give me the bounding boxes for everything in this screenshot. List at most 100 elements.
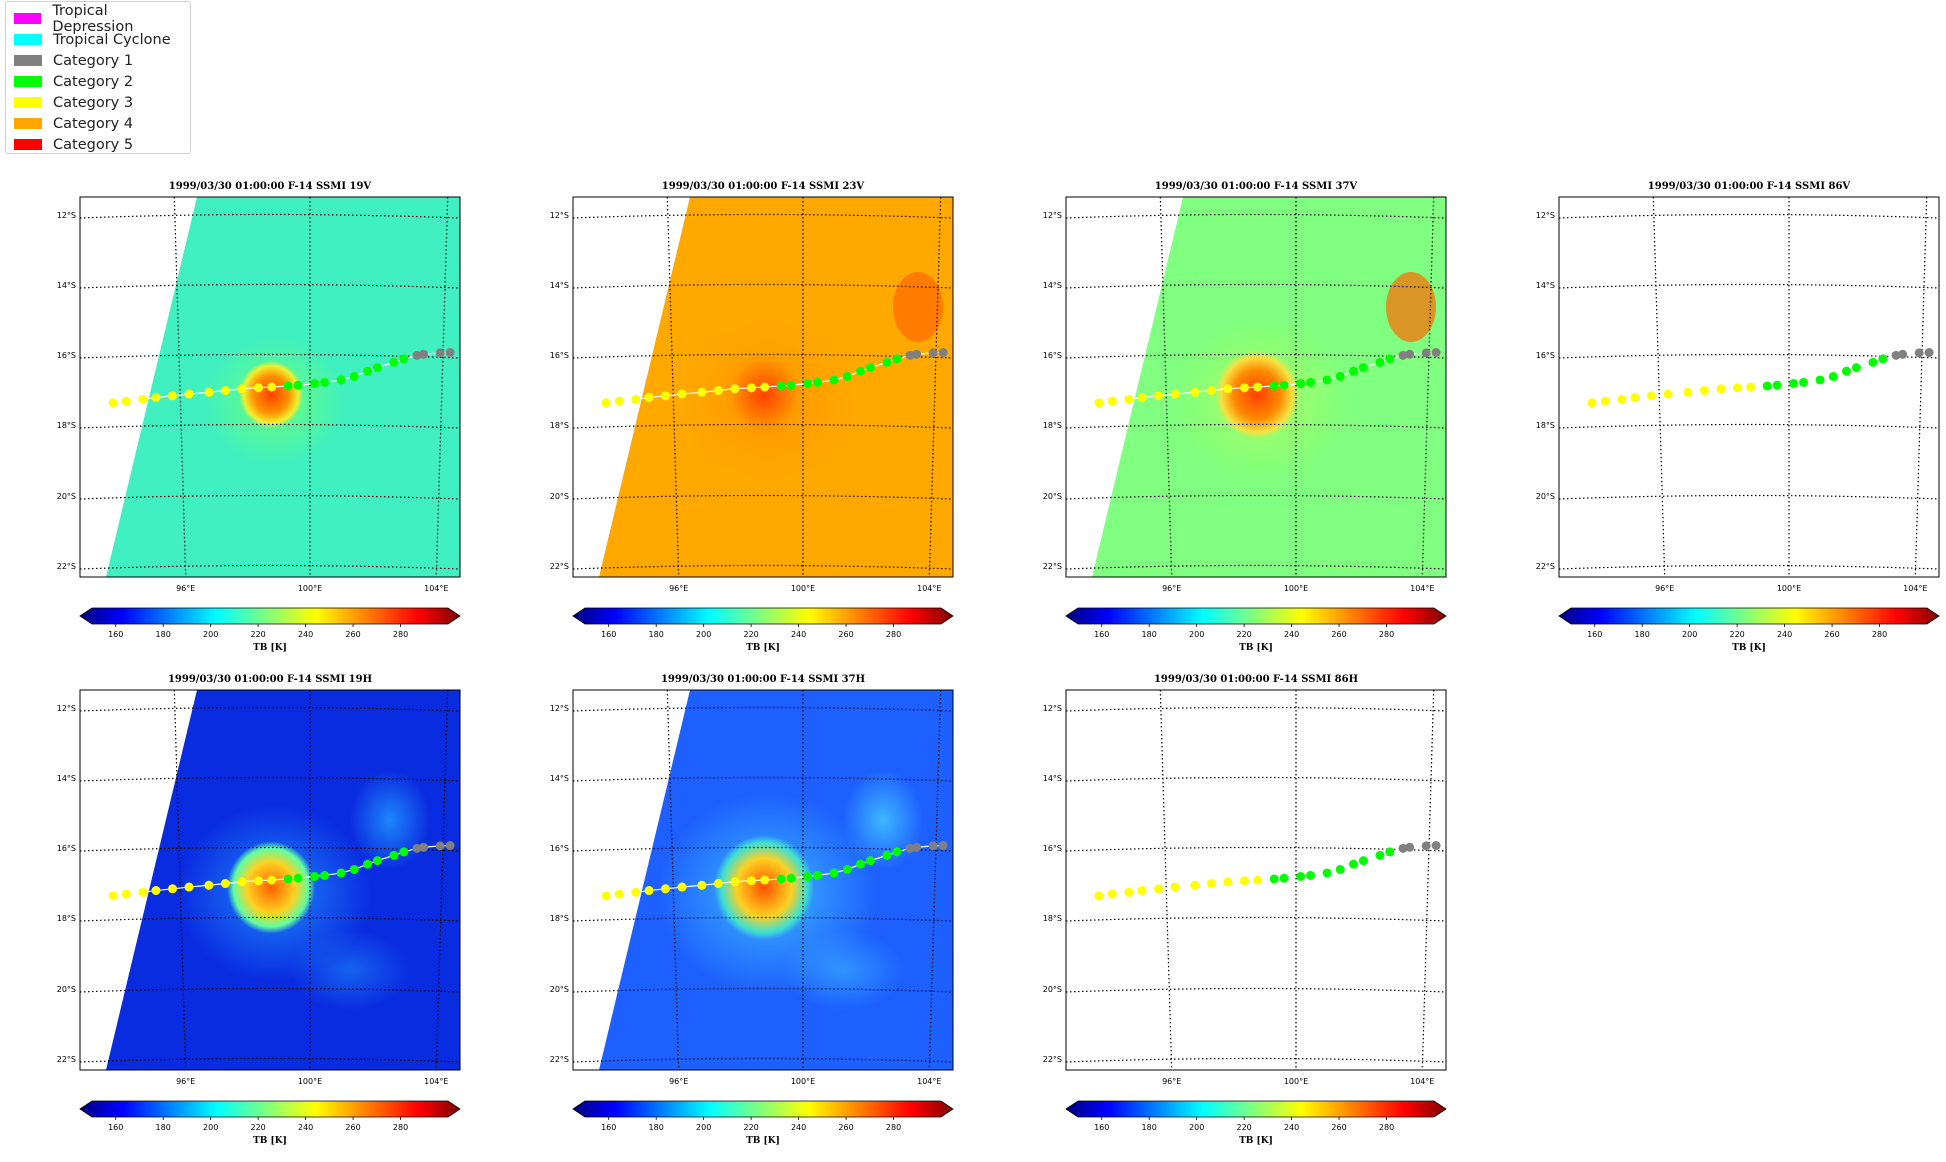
legend-label: Tropical Depression <box>52 2 134 35</box>
latitude-line <box>573 846 953 852</box>
latitude-line <box>573 564 953 570</box>
track-point <box>389 850 399 860</box>
rain-band <box>290 930 410 1010</box>
lat-tick-label: 16°S <box>1043 351 1062 360</box>
track-point <box>349 864 359 874</box>
track-point <box>1154 884 1164 894</box>
latitude-line <box>1066 283 1446 289</box>
rain-band <box>783 930 903 1010</box>
storm-core <box>239 360 304 429</box>
longitude-line <box>928 197 942 577</box>
legend-swatch <box>14 139 42 150</box>
colorbar-label: TB [K] <box>746 1136 780 1146</box>
longitude-line <box>173 690 187 1070</box>
lon-tick-label: 96°E <box>1162 1077 1181 1086</box>
track-point <box>1239 383 1249 393</box>
track-point <box>1799 377 1809 387</box>
track-point <box>121 889 131 899</box>
lat-tick-label: 20°S <box>550 492 569 501</box>
legend-label: Category 4 <box>53 115 134 132</box>
track-point <box>220 386 230 396</box>
colorbar-tick-label: 280 <box>1379 1123 1394 1132</box>
latitude-line <box>573 776 953 782</box>
lat-tick-label: 22°S <box>1536 562 1555 571</box>
colorbar-bar <box>572 607 954 625</box>
track-point <box>389 357 399 367</box>
map-frame <box>1065 689 1447 1071</box>
panel-title: 1999/03/30 01:00:00 F-14 SSMI 19V <box>169 181 372 192</box>
track-point <box>1190 387 1200 397</box>
lat-tick-label: 22°S <box>57 1055 76 1064</box>
colorbar-label: TB [K] <box>1239 643 1273 653</box>
track-point <box>1587 398 1597 408</box>
lat-tick-label: 14°S <box>1536 281 1555 290</box>
lat-tick-label: 18°S <box>1536 421 1555 430</box>
track-point <box>1398 843 1408 853</box>
track-point <box>184 389 194 399</box>
latitude-line <box>1066 353 1446 359</box>
colorbar-tick-label: 260 <box>838 630 853 639</box>
map-frame <box>1558 196 1940 578</box>
track-point <box>1253 382 1263 392</box>
track-point <box>1170 389 1180 399</box>
legend-item: Category 2 <box>14 71 190 92</box>
track-point <box>677 882 687 892</box>
latitude-line <box>573 987 953 993</box>
track-point <box>1851 363 1861 373</box>
track-point <box>1223 384 1233 394</box>
track-point <box>1322 375 1332 385</box>
colorbar: 160 180 200 220 240 260 280 TB [K] <box>79 607 461 653</box>
track-point <box>293 380 303 390</box>
longitude-line <box>173 197 187 577</box>
colorbar-tick-label: 160 <box>601 630 616 639</box>
colorbar: 160 180 200 220 240 260 280 TB [K] <box>79 1100 461 1146</box>
track-point <box>1348 859 1358 869</box>
track-point <box>1431 348 1441 358</box>
lat-tick-label: 18°S <box>1043 914 1062 923</box>
track-point <box>1732 383 1742 393</box>
longitude-line <box>666 690 680 1070</box>
track-point <box>253 383 263 393</box>
lat-tick-label: 16°S <box>1536 351 1555 360</box>
track-point <box>1137 886 1147 896</box>
track-point <box>644 393 654 403</box>
map-frame <box>572 196 954 578</box>
latitude-line <box>1559 283 1939 289</box>
lat-tick-label: 12°S <box>550 211 569 220</box>
track-point <box>644 886 654 896</box>
legend-label: Tropical Cyclone <box>53 31 171 48</box>
colorbar-tick-label: 240 <box>791 630 806 639</box>
lat-tick-label: 16°S <box>57 844 76 853</box>
track-point <box>938 841 948 851</box>
track-point <box>865 856 875 866</box>
track-point <box>713 879 723 889</box>
latitude-line <box>1066 987 1446 993</box>
track-point <box>362 366 372 376</box>
lat-tick-label: 14°S <box>550 281 569 290</box>
colorbar: 160 180 200 220 240 260 280 TB [K] <box>572 1100 954 1146</box>
map-panel: 1999/03/30 01:00:00 F-14 SSMI 37H 12°S 14°… <box>550 674 954 1146</box>
colorbar-tick-label: 220 <box>250 630 265 639</box>
latitude-line <box>1066 916 1446 922</box>
track-point <box>1385 354 1395 364</box>
track-point <box>1405 842 1415 852</box>
latitude-line <box>1559 423 1939 429</box>
colorbar-tick-label: 260 <box>1824 630 1839 639</box>
latitude-line <box>1066 213 1446 219</box>
lon-tick-label: 96°E <box>669 584 688 593</box>
track-point <box>813 870 823 880</box>
lon-tick-label: 104°E <box>917 1077 941 1086</box>
map-field <box>80 690 460 1070</box>
rain-band <box>1386 272 1436 342</box>
colorbar-tick-label: 280 <box>393 630 408 639</box>
colorbar-bar <box>79 607 461 625</box>
track-point <box>372 363 382 373</box>
lat-tick-label: 18°S <box>550 914 569 923</box>
colorbar-tick-label: 260 <box>345 1123 360 1132</box>
map-frame <box>572 689 954 1071</box>
track-point <box>1716 384 1726 394</box>
track-point <box>204 880 214 890</box>
track-point <box>1647 391 1657 401</box>
track-point <box>1253 875 1263 885</box>
lon-tick-label: 100°E <box>298 584 322 593</box>
